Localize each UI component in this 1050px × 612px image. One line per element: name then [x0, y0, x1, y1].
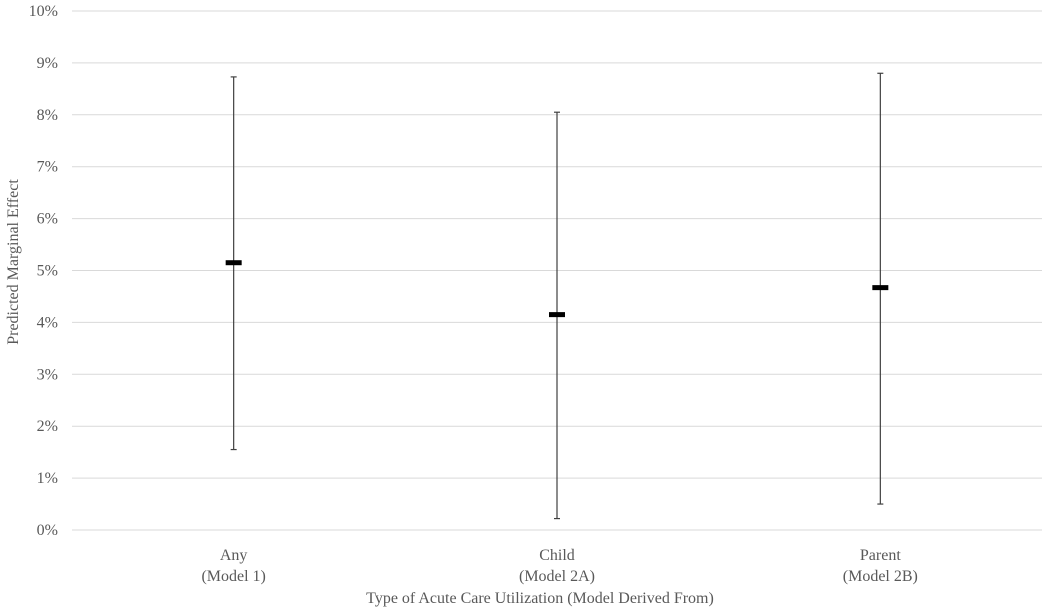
x-tick-label: Parent — [860, 547, 901, 564]
y-tick-label: 5% — [37, 263, 58, 280]
y-tick-label: 9% — [37, 55, 58, 72]
x-axis-title: Type of Acute Care Utilization (Model De… — [366, 590, 714, 607]
y-tick-label: 3% — [37, 366, 58, 383]
y-tick-label: 10% — [29, 3, 58, 20]
x-tick-sublabel: (Model 2A) — [519, 568, 595, 585]
x-tick-label: Any — [220, 547, 248, 564]
y-tick-label: 0% — [37, 522, 58, 539]
x-tick-labels: Any (Model 1) Child (Model 2A) Parent (Model … — [201, 547, 917, 585]
y-tick-label: 7% — [37, 159, 58, 176]
point-estimates — [225, 260, 889, 318]
point-estimate — [225, 260, 242, 266]
y-tick-labels: 0% 1% 2% 3% 4% 5% 6% 7% 8% 9% 10% — [29, 3, 58, 539]
y-tick-label: 6% — [37, 211, 58, 228]
y-tick-label: 1% — [37, 470, 58, 487]
y-tick-label: 2% — [37, 418, 58, 435]
y-axis-title: Predicted Marginal Effect — [5, 179, 22, 345]
x-tick-sublabel: (Model 1) — [201, 568, 265, 585]
point-estimate — [872, 285, 889, 291]
x-tick-label: Child — [539, 547, 575, 564]
y-tick-label: 4% — [37, 314, 58, 331]
error-bars — [230, 72, 884, 520]
y-tick-label: 8% — [37, 107, 58, 124]
point-estimate — [549, 312, 565, 318]
x-tick-sublabel: (Model 2B) — [843, 568, 918, 585]
